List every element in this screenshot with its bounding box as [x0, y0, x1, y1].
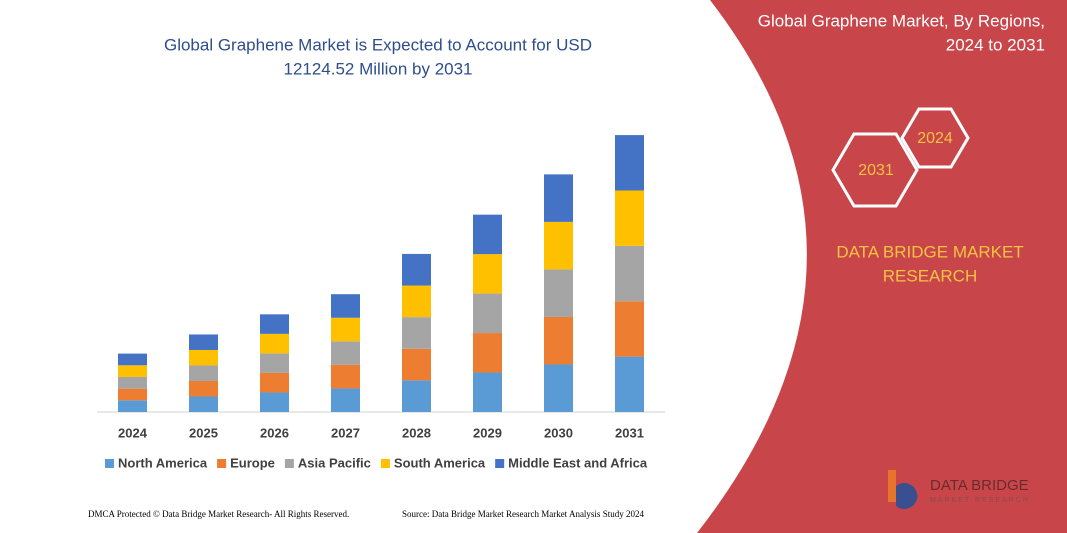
bar-segment — [260, 372, 289, 393]
bar-segment — [118, 376, 147, 389]
bar-segment — [473, 214, 502, 255]
bar-segment — [402, 253, 431, 286]
x-tick-label: 2028 — [402, 425, 431, 440]
bar-segment — [260, 333, 289, 354]
bar-segment — [615, 190, 644, 246]
bar-segment — [473, 254, 502, 294]
bar-segment — [402, 348, 431, 381]
bar-segment — [118, 400, 147, 412]
brand-text: DATA BRIDGE MARKET — [836, 242, 1023, 261]
bar-segment — [260, 353, 289, 373]
bar-segment — [615, 135, 644, 191]
bar-segment — [331, 317, 360, 342]
legend-label: Europe — [230, 455, 275, 470]
bar-segment — [189, 380, 218, 397]
bar-segment — [402, 285, 431, 318]
bar-segment — [615, 301, 644, 357]
chart-title: Global Graphene Market is Expected to Ac… — [164, 35, 592, 54]
x-tick-label: 2025 — [189, 425, 218, 440]
bar-segment — [473, 333, 502, 373]
logo-icon — [888, 470, 896, 502]
footer-text: Source: Data Bridge Market Research Mark… — [402, 509, 644, 519]
bar-segment — [544, 269, 573, 317]
bar-segment — [118, 353, 147, 366]
bar-segment — [331, 294, 360, 318]
x-tick-label: 2027 — [331, 425, 360, 440]
hex-label: 2031 — [858, 162, 894, 179]
bar-segment — [260, 392, 289, 412]
bar-segment — [260, 314, 289, 334]
bar-segment — [473, 293, 502, 334]
bar-segment — [118, 365, 147, 377]
bar-segment — [615, 245, 644, 302]
hexagon — [831, 132, 919, 208]
x-tick-label: 2031 — [615, 425, 644, 440]
bar-segment — [473, 372, 502, 412]
bar-segment — [189, 396, 218, 412]
bar-segment — [189, 365, 218, 381]
bar-segment — [118, 388, 147, 401]
logo-icon — [896, 483, 918, 509]
x-tick-label: 2029 — [473, 425, 502, 440]
legend-label: Asia Pacific — [298, 455, 371, 470]
logo-subtext: MARKET RESEARCH — [930, 497, 1030, 504]
legend-swatch — [495, 459, 505, 468]
legend-label: Middle East and Africa — [508, 455, 648, 470]
bar-segment — [331, 341, 360, 365]
bar-segment — [331, 388, 360, 412]
brand-text: RESEARCH — [883, 266, 977, 285]
bar-segment — [544, 364, 573, 412]
bar-segment — [544, 174, 573, 222]
hexagon — [900, 107, 970, 169]
hex-label: 2024 — [917, 130, 953, 147]
bar-segment — [402, 317, 431, 349]
x-tick-label: 2024 — [118, 425, 148, 440]
logo-text: DATA BRIDGE — [930, 477, 1029, 494]
bar-segment — [331, 364, 360, 389]
bar-segment — [402, 380, 431, 412]
legend-swatch — [217, 459, 227, 468]
bar-segment — [189, 334, 218, 350]
legend-swatch — [105, 459, 114, 468]
x-tick-label: 2026 — [260, 425, 289, 440]
chart-subtitle: 12124.52 Million by 2031 — [283, 59, 472, 78]
legend-label: North America — [118, 455, 208, 470]
bar-segment — [544, 221, 573, 270]
bar-segment — [615, 356, 644, 412]
legend-swatch — [284, 459, 294, 468]
bar-segment — [189, 349, 218, 366]
footer-text: DMCA Protected © Data Bridge Market Rese… — [88, 509, 349, 519]
panel-title: Global Graphene Market, By Regions, — [758, 11, 1045, 30]
legend-label: South America — [394, 455, 486, 470]
x-tick-label: 2030 — [544, 425, 573, 440]
legend-swatch — [380, 459, 390, 468]
bar-segment — [544, 316, 573, 365]
side-panel — [697, 0, 1067, 533]
panel-title: 2024 to 2031 — [946, 35, 1045, 54]
logo: DATA BRIDGE MARKET RESEARCH — [888, 470, 1030, 509]
